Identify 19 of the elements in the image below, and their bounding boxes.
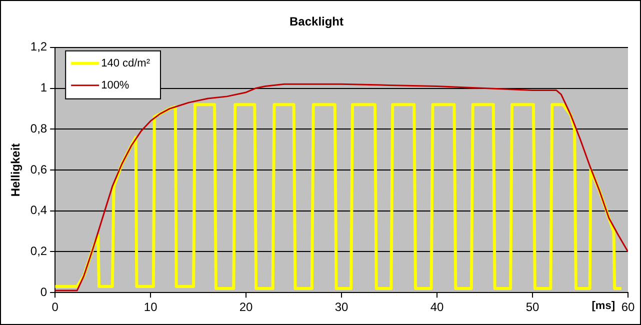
legend-label: 140 cd/m²: [101, 57, 150, 70]
x-tick-label: 0: [52, 300, 59, 314]
x-axis-title: [ms]: [592, 300, 616, 312]
y-tick-label: 0,6: [30, 162, 48, 176]
x-tick-label: 30: [334, 300, 349, 314]
x-tick-label: 50: [526, 300, 540, 314]
legend-label: 100%: [101, 79, 130, 92]
y-axis-title: Helligkeit: [8, 143, 23, 197]
y-tick-label: 0,8: [30, 121, 48, 136]
y-tick-label: 0,4: [30, 203, 48, 218]
x-tick-label: 60: [621, 300, 635, 314]
y-tick-label: 0,2: [30, 244, 48, 258]
chart-title: Backlight: [289, 14, 344, 29]
y-tick-label: 1,2: [30, 40, 48, 54]
x-tick-label: 10: [144, 300, 158, 314]
y-tick-label: 0: [40, 284, 48, 299]
y-tick-label: 1: [40, 80, 48, 95]
x-tick-label: 40: [430, 300, 444, 314]
x-tick-label: 20: [239, 300, 254, 314]
